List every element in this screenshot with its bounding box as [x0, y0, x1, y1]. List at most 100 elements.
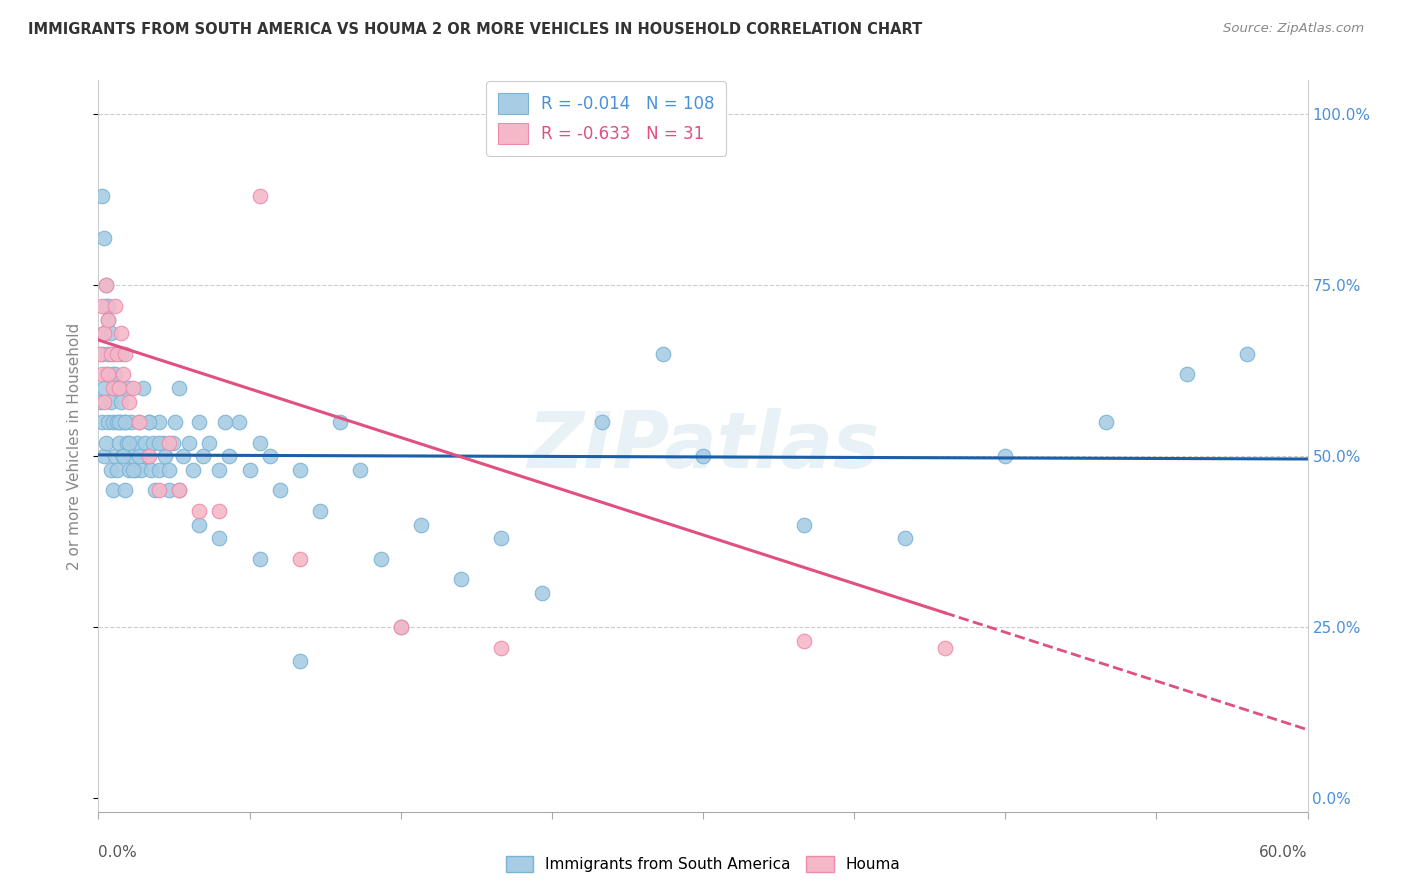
Point	[491, 531, 513, 545]
Point	[110, 347, 132, 361]
Point	[107, 381, 129, 395]
Point	[309, 504, 332, 518]
Point	[162, 435, 184, 450]
Point	[96, 435, 118, 450]
Point	[97, 415, 120, 429]
Point	[96, 299, 118, 313]
Point	[114, 415, 136, 429]
Point	[134, 435, 156, 450]
Point	[288, 654, 311, 668]
Point	[228, 415, 250, 429]
Point	[107, 415, 129, 429]
Point	[124, 463, 146, 477]
Point	[143, 483, 166, 498]
Point	[111, 449, 134, 463]
Point	[249, 435, 271, 450]
Point	[100, 347, 122, 361]
Point	[121, 463, 143, 477]
Point	[91, 415, 114, 429]
Text: Source: ZipAtlas.com: Source: ZipAtlas.com	[1223, 22, 1364, 36]
Point	[105, 415, 128, 429]
Point	[692, 449, 714, 463]
Point	[1175, 368, 1198, 382]
Point	[132, 381, 155, 395]
Point	[893, 531, 915, 545]
Point	[97, 312, 120, 326]
Point	[114, 347, 136, 361]
Point	[103, 449, 125, 463]
Legend: Immigrants from South America, Houma: Immigrants from South America, Houma	[498, 848, 908, 880]
Point	[138, 415, 160, 429]
Point	[157, 435, 180, 450]
Point	[93, 394, 115, 409]
Point	[91, 299, 114, 313]
Point	[179, 435, 201, 450]
Point	[409, 517, 432, 532]
Point	[167, 381, 190, 395]
Point	[101, 381, 124, 395]
Point	[118, 394, 141, 409]
Point	[100, 326, 122, 341]
Point	[101, 368, 124, 382]
Point	[157, 463, 180, 477]
Text: 60.0%: 60.0%	[1260, 845, 1308, 860]
Point	[114, 415, 136, 429]
Point	[101, 483, 124, 498]
Point	[105, 463, 128, 477]
Point	[994, 449, 1017, 463]
Point	[167, 483, 190, 498]
Point	[349, 463, 371, 477]
Point	[1236, 347, 1258, 361]
Point	[125, 435, 148, 450]
Point	[793, 517, 815, 532]
Point	[153, 449, 176, 463]
Point	[530, 586, 553, 600]
Point	[157, 483, 180, 498]
Point	[214, 415, 236, 429]
Point	[163, 415, 186, 429]
Point	[329, 415, 352, 429]
Point	[93, 326, 115, 341]
Point	[96, 278, 118, 293]
Point	[128, 415, 150, 429]
Point	[389, 620, 412, 634]
Point	[138, 449, 160, 463]
Point	[167, 483, 190, 498]
Point	[121, 449, 143, 463]
Point	[188, 517, 211, 532]
Point	[100, 463, 122, 477]
Legend: R = -0.014   N = 108, R = -0.633   N = 31: R = -0.014 N = 108, R = -0.633 N = 31	[486, 81, 727, 156]
Point	[110, 394, 132, 409]
Point	[152, 435, 174, 450]
Point	[288, 463, 311, 477]
Point	[93, 230, 115, 244]
Point	[172, 449, 194, 463]
Point	[118, 435, 141, 450]
Point	[142, 435, 165, 450]
Point	[107, 381, 129, 395]
Point	[139, 463, 162, 477]
Point	[1095, 415, 1118, 429]
Point	[129, 463, 152, 477]
Point	[239, 463, 262, 477]
Point	[208, 463, 231, 477]
Point	[96, 278, 118, 293]
Point	[188, 504, 211, 518]
Point	[97, 312, 120, 326]
Point	[259, 449, 281, 463]
Point	[148, 483, 170, 498]
Point	[269, 483, 291, 498]
Point	[208, 531, 231, 545]
Point	[111, 449, 134, 463]
Point	[97, 299, 120, 313]
Point	[249, 551, 271, 566]
Point	[128, 415, 150, 429]
Point	[103, 299, 125, 313]
Point	[110, 326, 132, 341]
Point	[93, 381, 115, 395]
Point	[188, 415, 211, 429]
Point	[651, 347, 673, 361]
Point	[111, 368, 134, 382]
Point	[148, 463, 170, 477]
Point	[101, 347, 124, 361]
